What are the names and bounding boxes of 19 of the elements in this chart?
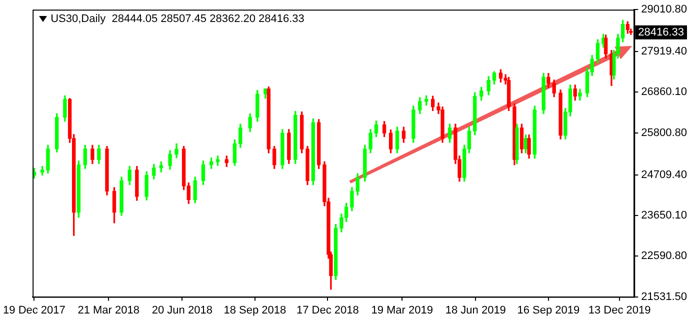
x-tick-label: 19 Mar 2019 bbox=[371, 304, 433, 316]
y-tick-label: 21531.50 bbox=[641, 290, 688, 303]
y-tick-label: 29010.80 bbox=[641, 4, 688, 16]
y-tick-label: 25800.80 bbox=[641, 126, 688, 139]
y-tick-label: 24709.40 bbox=[641, 168, 688, 181]
y-tick-label: 27919.40 bbox=[641, 46, 688, 58]
x-tick-label: 19 Dec 2017 bbox=[3, 304, 66, 316]
x-tick-label: 18 Jun 2019 bbox=[445, 304, 506, 316]
y-tick-label: 22590.80 bbox=[641, 250, 688, 262]
chart-title: US30,Daily 28444.05 28507.45 28362.20 28416.33 bbox=[50, 13, 304, 25]
annotation: 28416.33 bbox=[638, 26, 684, 38]
x-tick-label: 20 Jun 2018 bbox=[152, 304, 212, 316]
x-tick-label: 16 Sep 2019 bbox=[517, 304, 580, 316]
x-tick-label: 17 Dec 2018 bbox=[296, 304, 359, 316]
y-tick-label: 26860.10 bbox=[641, 86, 688, 98]
x-tick-label: 21 Mar 2018 bbox=[78, 304, 140, 316]
x-tick-label: 18 Sep 2018 bbox=[224, 304, 286, 316]
y-tick-label: 23650.10 bbox=[641, 209, 688, 222]
x-tick-label: 13 Dec 2019 bbox=[588, 304, 651, 316]
